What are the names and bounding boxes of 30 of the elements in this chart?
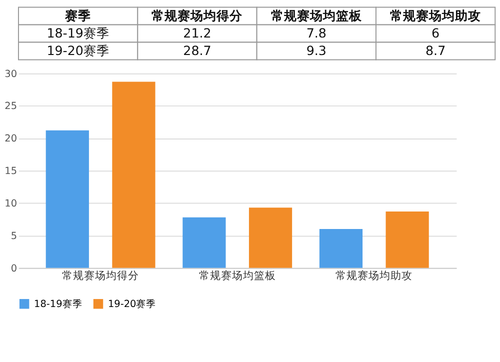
y-tick-label: 20: [4, 134, 18, 145]
text: 21.2: [183, 25, 212, 40]
y-tick-label: 0: [10, 263, 18, 274]
bar: [46, 130, 89, 268]
text: 28.7: [183, 42, 212, 58]
y-tick-label: 5: [10, 230, 18, 242]
y-tick-label: 30: [4, 68, 18, 80]
text: 19-20赛季: [46, 42, 110, 58]
text: 8.7: [426, 42, 446, 58]
category-label: 赛季: [64, 8, 92, 23]
category-label: 常规赛场均得分: [152, 8, 244, 23]
x-tick-label: 常规赛场均篮板: [198, 269, 276, 282]
legend-label: 18-19赛季: [34, 298, 82, 310]
bar: [248, 208, 292, 268]
text: 7.8: [306, 25, 326, 40]
x-tick-label: 常规赛场均助攻: [336, 269, 413, 282]
x-tick-label: 常规赛场均得分: [62, 269, 140, 282]
category-label: 常规赛场均助攻: [390, 8, 482, 23]
bar: [182, 217, 226, 268]
y-tick-label: 15: [4, 166, 18, 178]
bar: [112, 82, 156, 268]
bar: [319, 229, 363, 268]
bar: [386, 211, 429, 268]
text: 9.3: [306, 42, 326, 58]
y-tick-label: 25: [4, 101, 18, 112]
legend-label: 19-20赛季: [108, 298, 156, 310]
y-tick-label: 10: [4, 198, 18, 210]
text: 18-19赛季: [46, 25, 110, 40]
text: 6: [432, 25, 440, 40]
category-label: 常规赛场均篮板: [270, 8, 363, 23]
